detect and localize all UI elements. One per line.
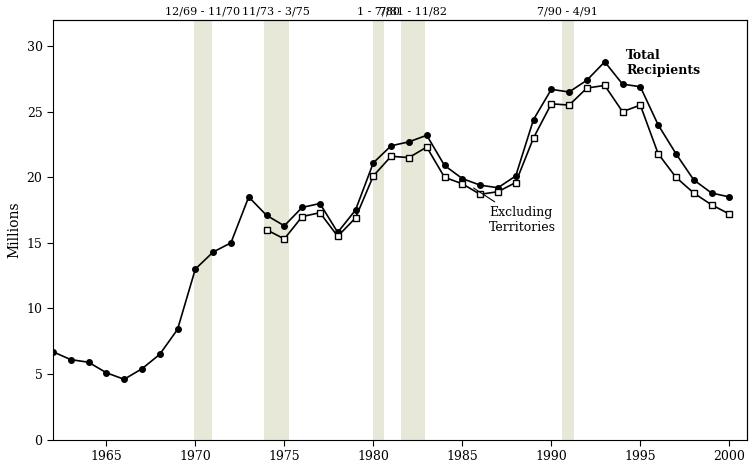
Text: 1 - 7/80: 1 - 7/80 [357, 7, 400, 16]
Text: 11/73 - 3/75: 11/73 - 3/75 [242, 7, 310, 16]
Bar [562, 20, 574, 439]
Text: 12/69 - 11/70: 12/69 - 11/70 [165, 7, 240, 16]
Text: 7/90 - 4/91: 7/90 - 4/91 [538, 7, 598, 16]
Text: Excluding
Territories: Excluding Territories [473, 188, 556, 234]
Text: Total
Recipients: Total Recipients [626, 49, 700, 77]
Text: 7/81 - 11/82: 7/81 - 11/82 [379, 7, 448, 16]
Bar [263, 20, 288, 439]
Bar [373, 20, 384, 439]
Bar [194, 20, 211, 439]
Y-axis label: Millions: Millions [7, 202, 21, 258]
Bar [402, 20, 425, 439]
